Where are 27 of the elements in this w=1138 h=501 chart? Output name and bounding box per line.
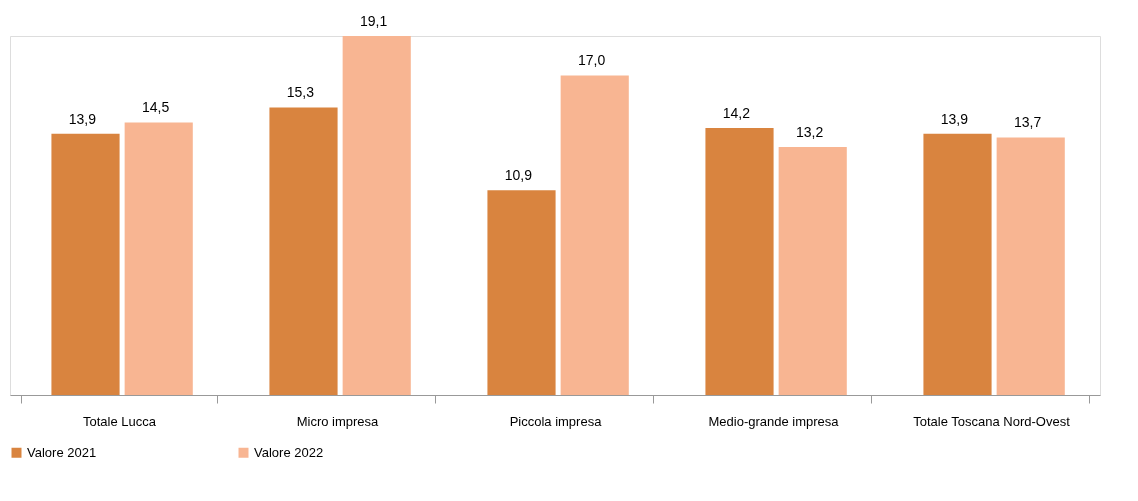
bar (269, 107, 338, 395)
x-tick-label: Micro impresa (296, 413, 380, 429)
bar (342, 36, 411, 395)
x-tick-label: Totale Lucca (83, 413, 157, 429)
bar (124, 122, 193, 395)
data-label: 14,2 (722, 105, 751, 122)
bar (51, 133, 120, 395)
legend-label: Valore 2022 (254, 444, 324, 460)
bar (923, 133, 992, 395)
data-label: 13,7 (1013, 114, 1042, 131)
bar (487, 190, 556, 395)
bar (705, 128, 774, 395)
bar (996, 137, 1065, 395)
x-tick-label: Piccola impresa (509, 413, 603, 429)
data-label: 17,0 (577, 52, 606, 69)
data-label: 13,2 (795, 123, 824, 140)
data-label: 15,3 (286, 84, 315, 101)
legend-label: Valore 2021 (27, 444, 97, 460)
bar (560, 75, 629, 395)
data-label: 19,1 (359, 13, 388, 29)
data-label: 14,5 (141, 99, 170, 116)
data-label: 13,9 (940, 110, 969, 127)
x-tick-label: Medio-grande impresa (708, 413, 840, 429)
data-label: 10,9 (504, 167, 533, 184)
data-label: 13,9 (68, 110, 97, 127)
bar (778, 146, 847, 395)
x-tick-label: Totale Toscana Nord-Ovest (913, 413, 1071, 429)
